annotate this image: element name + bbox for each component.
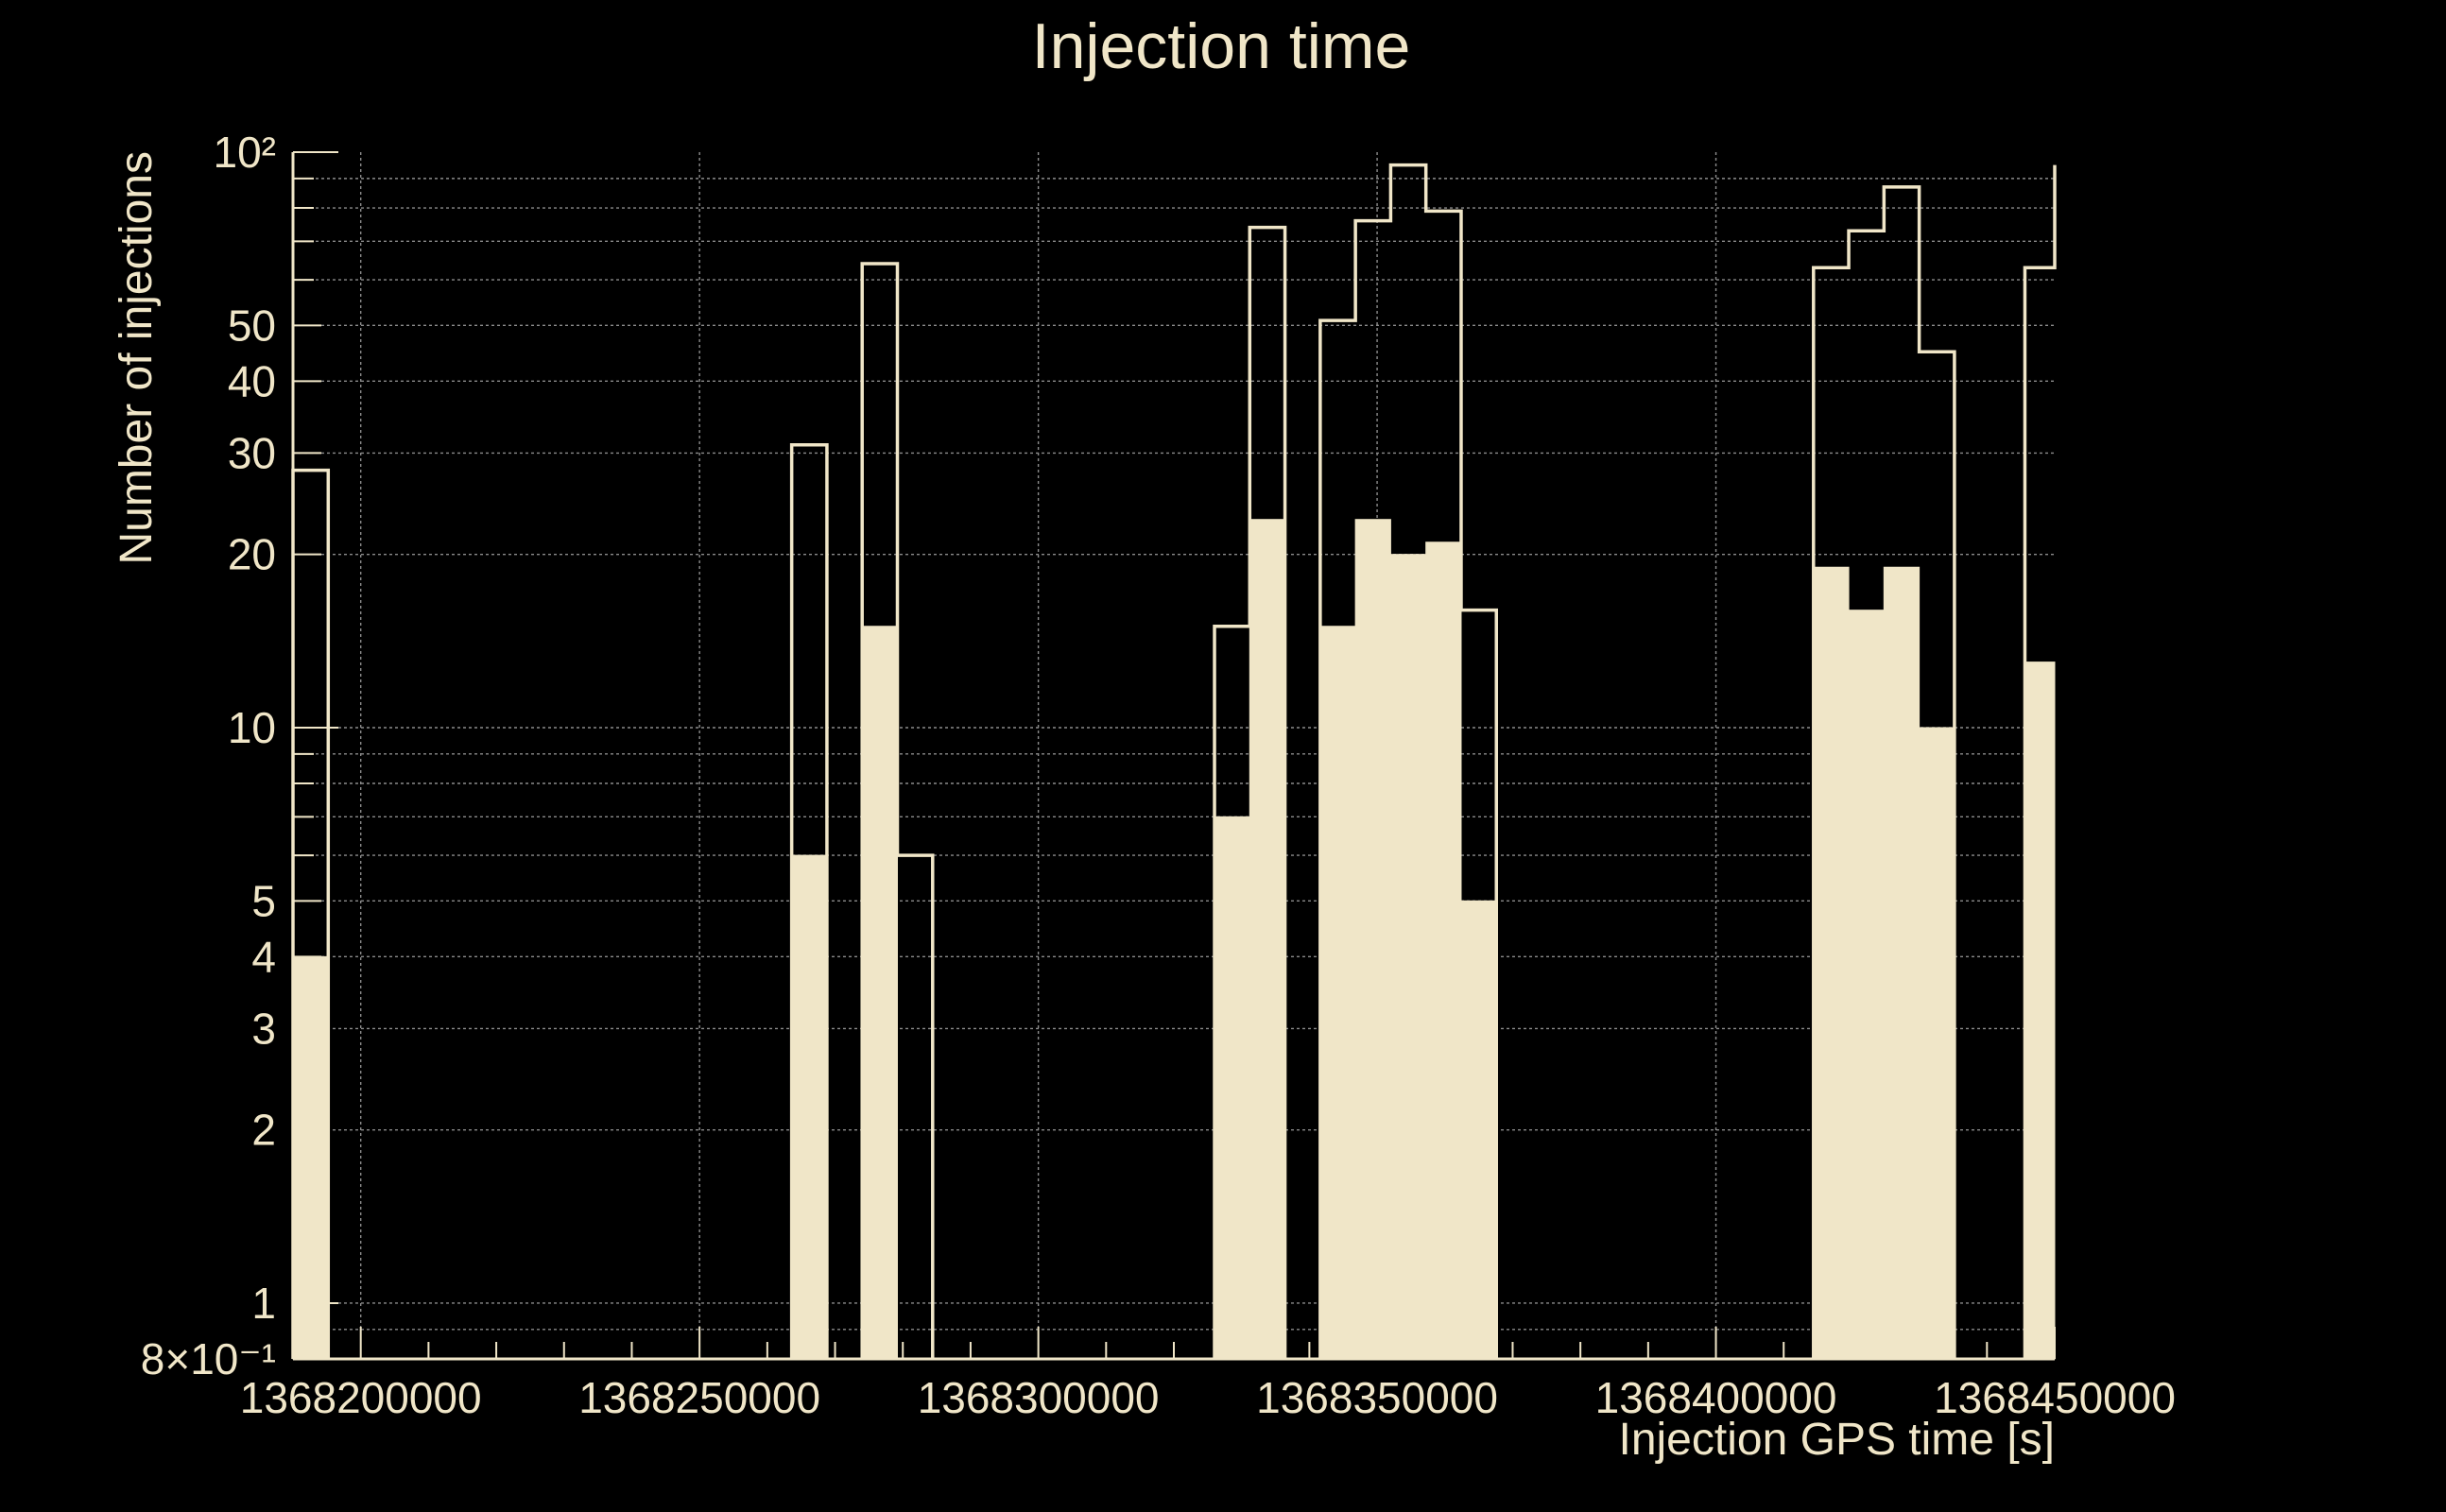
filled-bar	[1813, 566, 1850, 1360]
y-tick-label: 4	[251, 932, 276, 981]
x-tick-label: 1368300000	[918, 1373, 1160, 1422]
y-tick-label: 2	[251, 1106, 276, 1155]
filled-bar	[292, 955, 329, 1360]
outline-series	[291, 163, 2057, 1359]
filled-bar	[1354, 519, 1391, 1360]
y-tick-label: 30	[228, 428, 276, 477]
filled-bar	[1319, 626, 1356, 1360]
grid-lines	[293, 152, 2055, 1359]
y-axis-title: Number of injections	[112, 151, 162, 565]
outline-bar-group	[2023, 164, 2057, 1359]
y-tick-label: 10²	[214, 128, 276, 177]
filled-bar	[1460, 900, 1497, 1360]
x-tick-labels: 1368200000 1368250000 1368300000 1368350000…	[240, 1373, 2176, 1422]
outline-bar-group	[1318, 163, 1499, 1359]
filled-bar	[1425, 541, 1462, 1360]
filled-bar	[1919, 727, 1955, 1360]
filled-bar	[1389, 554, 1427, 1360]
filled-bar	[1883, 566, 1921, 1360]
x-axis-title: Injection GPS time [s]	[1618, 1415, 2055, 1465]
y-tick-label: 5	[251, 876, 276, 925]
x-tick-label: 1368350000	[1256, 1373, 1498, 1422]
x-tick-label: 1368200000	[240, 1373, 482, 1422]
filled-bar	[861, 626, 898, 1360]
y-tick-label: 10	[228, 703, 276, 752]
y-tick-labels: 8×10⁻¹ 1 2 3 4 5 10 20 30 40 50 10²	[141, 128, 276, 1383]
y-tick-label: 50	[228, 301, 276, 350]
filled-bar	[1848, 610, 1885, 1360]
outline-bar-group	[1812, 185, 1956, 1359]
x-tick-label: 1368450000	[1934, 1373, 2176, 1422]
y-tick-label: 40	[228, 356, 276, 405]
y-tick-label: 1	[251, 1279, 276, 1328]
axes	[291, 151, 2056, 1361]
filled-bar	[2024, 662, 2056, 1360]
x-tick-label: 1368400000	[1595, 1373, 1837, 1422]
y-tick-label: 3	[251, 1004, 276, 1053]
outline-bar-group	[860, 262, 935, 1359]
chart-title: Injection time	[1032, 10, 1411, 82]
y-tick-label: 8×10⁻¹	[141, 1334, 276, 1383]
x-tick-label: 1368250000	[578, 1373, 820, 1422]
filled-bar	[1214, 816, 1250, 1360]
y-tick-label: 20	[228, 530, 276, 579]
filled-bar	[791, 854, 828, 1360]
outline-bar-group	[789, 443, 829, 1359]
outline-bar-group	[1213, 225, 1287, 1359]
filled-bar	[1249, 519, 1286, 1360]
